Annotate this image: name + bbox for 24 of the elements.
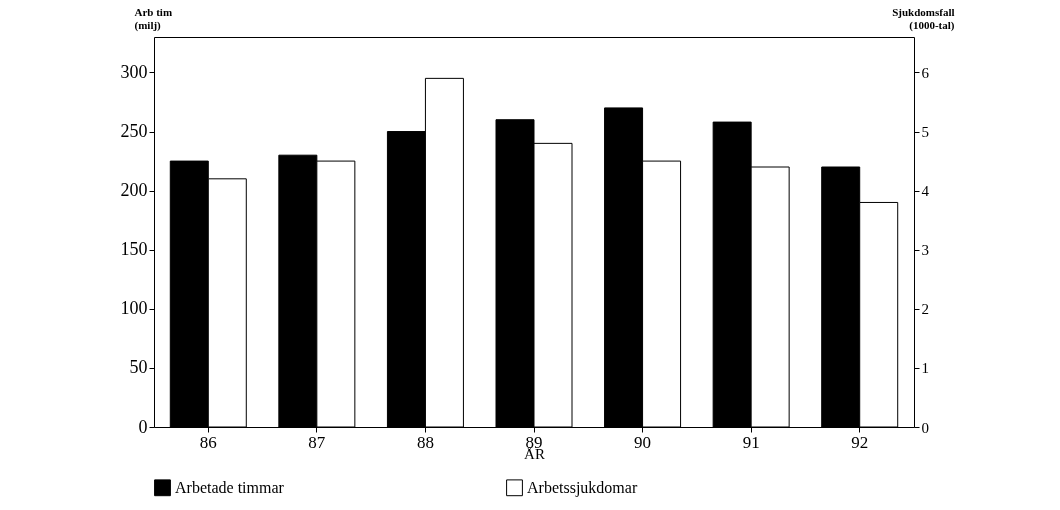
y2-tick-label: 5	[921, 124, 929, 141]
legend-label: Arbetade timmar	[175, 478, 285, 496]
x-tick-label: 92	[851, 432, 869, 452]
y-tick-label: 0	[138, 416, 148, 437]
y-tick-label: 300	[120, 61, 148, 82]
y2-tick-label: 4	[921, 183, 930, 200]
y2-tick-label: 0	[921, 419, 929, 436]
y2-tick-label: 2	[921, 301, 929, 318]
y2-tick-label: 1	[921, 360, 929, 377]
y-tick-label: 200	[120, 180, 148, 201]
y-axis-title: Arb tim (milj)	[134, 5, 173, 32]
y2-axis-title: Sjukdomsfall (1000-tal)	[892, 5, 955, 32]
y2-tick-label: 3	[921, 242, 929, 259]
y-tick-label: 100	[120, 298, 148, 319]
y-tick-label: 250	[120, 121, 148, 142]
x-tick-label: 87	[308, 432, 326, 452]
x-tick-label: 88	[416, 432, 434, 452]
x-tick-label: 86	[199, 432, 217, 452]
y-tick-label: 150	[120, 239, 148, 260]
y2-tick-label: 6	[921, 64, 930, 81]
y-tick-label: 50	[129, 357, 148, 378]
x-tick-label: 90	[634, 432, 652, 452]
legend-label: Arbetssjukdomar	[527, 478, 638, 497]
x-tick-label: 91	[742, 432, 760, 452]
